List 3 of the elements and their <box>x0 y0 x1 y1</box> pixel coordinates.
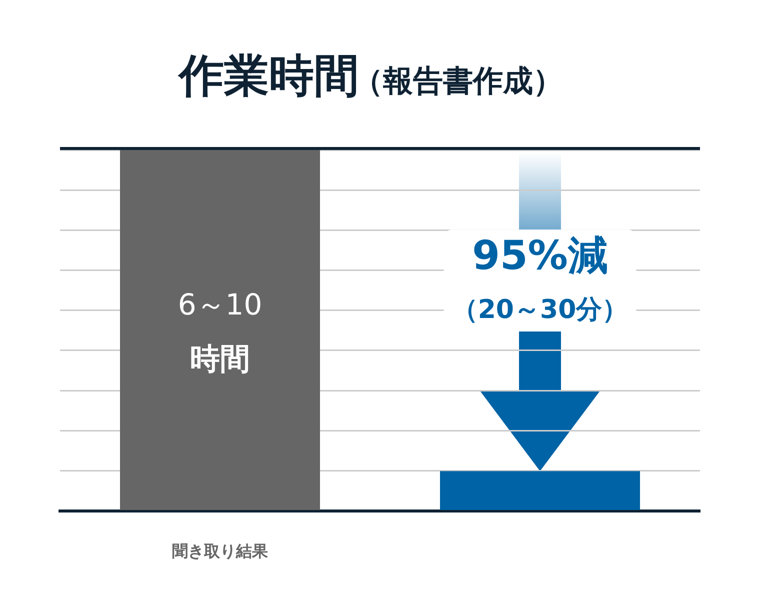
annotation: 6～10時間 <box>178 288 262 377</box>
x-tick-label: 聞き取り結果 <box>172 542 269 561</box>
annotation: 95%減（20～30分） <box>452 232 628 326</box>
